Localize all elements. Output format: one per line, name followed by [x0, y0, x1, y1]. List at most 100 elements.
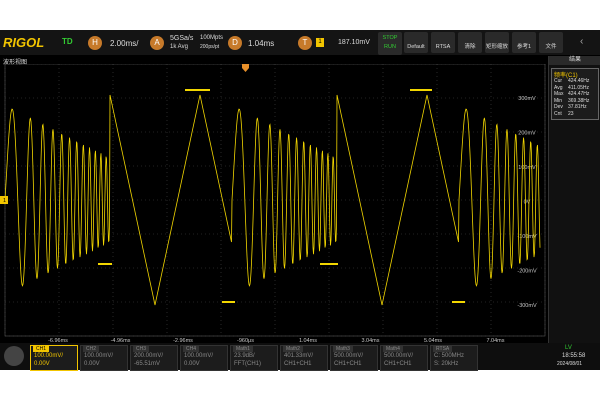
row-value: 369.38Hz: [568, 97, 590, 104]
channel-scale: 100.00mV/: [84, 353, 114, 359]
x-label: -4.96ms: [111, 338, 131, 344]
d-key[interactable]: D: [228, 36, 242, 50]
channel-scale: 200.00mV/: [134, 353, 164, 359]
trace: [4, 94, 541, 306]
results-title: 结果: [549, 56, 600, 65]
run-stop[interactable]: STOP RUN: [378, 32, 402, 55]
toolbar-button[interactable]: 参考1: [512, 32, 536, 53]
run: RUN: [384, 44, 396, 50]
channel-offset: S: 20kHz: [434, 361, 459, 367]
measure-card[interactable]: 频率(C1) Cur 424.46Hz Avg 411.05Hz Max 424.47Hz…: [551, 68, 599, 120]
x-label: -960μs: [237, 338, 254, 344]
ch-marker: [0, 196, 8, 204]
channel-box[interactable]: CH1 100.00mV/0.00V: [30, 345, 78, 371]
channel-offset: 0.00V: [84, 361, 100, 367]
channel-name: RTSA: [433, 346, 453, 352]
row-key: Avg: [554, 84, 563, 91]
h-key[interactable]: H: [88, 36, 102, 50]
x-label: 3.04ms: [361, 338, 379, 344]
avg: 1k Avg: [170, 44, 188, 50]
row-key: Cnt: [554, 110, 562, 117]
channel-name: Math2: [283, 346, 303, 352]
logo: RIGOL: [3, 35, 45, 50]
arrow[interactable]: ‹: [580, 36, 584, 47]
channel-name: CH3: [133, 346, 150, 352]
toolbar-button[interactable]: 清除: [458, 32, 482, 53]
ch-marker-label: 1: [3, 198, 6, 204]
depth: 100Mpts: [200, 35, 224, 41]
trigger-source: 1: [316, 38, 324, 47]
channel-name: Math4: [383, 346, 403, 352]
channel-offset: 0.00V: [34, 361, 50, 367]
y-label: -200mV: [517, 269, 537, 275]
row-value: 37.81Hz: [568, 104, 587, 110]
date: 2024/08/01: [557, 361, 583, 367]
resolution: 200ps/pt: [200, 44, 220, 50]
channel-scale: 100.00mV/: [184, 353, 214, 359]
a-key[interactable]: A: [150, 36, 164, 50]
x-label: 1.04ms: [299, 338, 317, 344]
toolbar-button[interactable]: RTSA: [431, 32, 455, 53]
channel-offset: -65.51mV: [134, 361, 161, 367]
channel-name: CH2: [83, 346, 100, 352]
channel-box[interactable]: Math4 500.00mV/CH1+CH1: [380, 345, 428, 371]
lv: LV: [565, 345, 572, 351]
channel-box[interactable]: RTSA C: 500MHz S: 20kHz: [430, 345, 478, 371]
t-key[interactable]: T: [298, 36, 312, 50]
view-title: 波形视图: [3, 60, 28, 66]
y-label: 0V: [524, 200, 531, 206]
x-label: -2.96ms: [173, 338, 193, 344]
channel-box[interactable]: CH4 100.00mV/0.00V: [180, 345, 228, 371]
row-value: 424.46Hz: [568, 78, 590, 84]
channel-name: CH4: [183, 346, 200, 352]
channel-box[interactable]: CH3 200.00mV/ -65.51mV: [130, 345, 178, 371]
channel-scale: 500.00mV/: [334, 353, 364, 359]
row-key: Cur: [554, 78, 563, 84]
measure-name: 频率(C1): [554, 73, 578, 79]
y-label: 200mV: [518, 131, 536, 137]
channel-name: CH1: [33, 346, 50, 352]
timebase[interactable]: 2.00ms/: [110, 39, 139, 48]
y-label: 300mV: [518, 96, 536, 102]
time: 18:55:58: [562, 353, 586, 359]
y-label: -300mV: [517, 303, 537, 309]
channel-offset: 0.00V: [184, 361, 200, 367]
channel-box[interactable]: Math3 500.00mV/CH1+CH1: [330, 345, 378, 371]
channel-offset: CH1+CH1: [334, 361, 362, 367]
row-key: Min: [554, 97, 563, 104]
channel-box[interactable]: CH2 100.00mV/0.00V: [80, 345, 128, 371]
row-value: 411.05Hz: [568, 84, 590, 91]
row-value: 424.47Hz: [568, 91, 590, 97]
home[interactable]: [4, 346, 24, 366]
row-value: 23: [568, 110, 574, 117]
results-panel: 结果 频率(C1) Cur 424.46Hz Avg 411.05Hz Max 424.4…: [548, 56, 600, 346]
channel-scale: C: 500MHz: [434, 353, 465, 359]
mode[interactable]: TD: [62, 37, 73, 46]
channel-scale: 100.00mV/: [34, 353, 64, 359]
delay[interactable]: 1.04ms: [248, 39, 275, 48]
sample-rate: 5GSa/s: [170, 35, 194, 42]
scope-screen: RIGOL TD H 2.00ms/ A 5GSa/s 1k Avg 100Mp…: [0, 30, 600, 371]
x-label: 7.04ms: [486, 338, 504, 344]
plot: 300mV 200mV 100mV 0V -100mV -200mV -300mV -6.96…: [0, 64, 546, 344]
channel-offset: CH1+CH1: [284, 361, 312, 367]
channel-scale: 500.00mV/: [384, 353, 414, 359]
row-key: Dev: [554, 104, 563, 110]
channel-offset: FFT(CH1): [234, 361, 261, 367]
y-label: -100mV: [517, 234, 537, 240]
trigger-pos: [242, 64, 249, 72]
toolbar-button[interactable]: 文件: [539, 32, 563, 53]
row-key: Max: [554, 91, 564, 97]
x-label: -6.96ms: [48, 338, 68, 344]
channel-box[interactable]: Math2 401.33mV/CH1+CH1: [280, 345, 328, 371]
channel-box[interactable]: Math1 23.9dB/FFT(CH1): [230, 345, 278, 371]
channel-offset: CH1+CH1: [384, 361, 412, 367]
toolbar-button[interactable]: Default: [404, 32, 428, 53]
toolbar-button[interactable]: 矩形缩放: [485, 32, 509, 53]
y-label: 100mV: [518, 165, 536, 171]
trigger-level: 187.10mV: [338, 39, 370, 46]
channel-scale: 401.33mV/: [284, 353, 314, 359]
channel-scale: 23.9dB/: [234, 353, 255, 359]
